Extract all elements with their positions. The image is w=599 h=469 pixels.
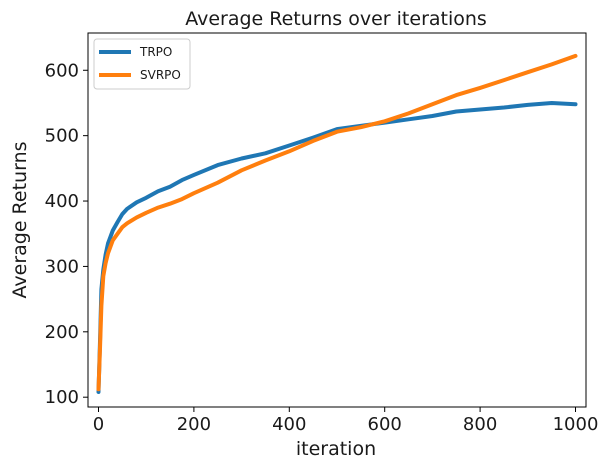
y-axis: 100 200 300 400 500 600 — [45, 60, 88, 408]
plot-frame — [87, 32, 587, 408]
y-axis-title: Average Returns — [9, 141, 31, 298]
series-line-svrpo — [96, 53, 578, 392]
y-tick-label: 100 — [45, 387, 79, 408]
legend: TRPO SVRPO — [93, 38, 191, 90]
series-layer — [96, 53, 578, 394]
y-tick-label: 500 — [45, 126, 79, 147]
legend-label-svrpo: SVRPO — [140, 68, 181, 82]
x-tick-label: 600 — [368, 414, 402, 435]
y-tick-label: 200 — [45, 322, 79, 343]
y-tick-label: 600 — [45, 60, 79, 81]
x-tick-label: 200 — [177, 414, 211, 435]
y-tick-label: 300 — [45, 256, 79, 277]
x-tick-label: 400 — [272, 414, 306, 435]
x-tick-label: 800 — [463, 414, 497, 435]
legend-label-trpo: TRPO — [139, 45, 172, 59]
y-tick-label: 400 — [45, 191, 79, 212]
x-tick-label: 0 — [93, 414, 104, 435]
x-axis-title: iteration — [296, 438, 376, 460]
series-line-trpo — [96, 101, 578, 394]
x-axis: 0 200 400 600 800 1000 — [93, 407, 599, 435]
chart-title: Average Returns over iterations — [185, 8, 487, 30]
x-tick-label: 1000 — [553, 414, 599, 435]
